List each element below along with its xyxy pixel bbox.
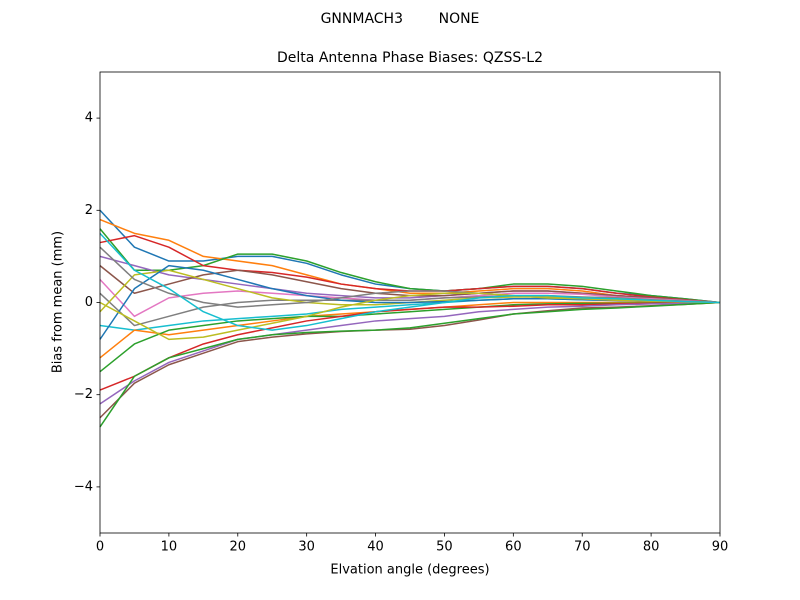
x-tick-label: 40 [367, 540, 384, 555]
y-tick-label: 0 [85, 295, 93, 310]
plot-area [99, 209, 721, 428]
series-line [99, 232, 721, 331]
x-tick-label: 20 [230, 540, 247, 555]
chart-title: GNNMACH3 NONE [321, 11, 480, 27]
chart-subtitle: Delta Antenna Phase Biases: QZSS-L2 [277, 50, 543, 66]
y-axis-label: Bias from mean (mm) [51, 231, 66, 373]
series-line [99, 292, 721, 327]
x-tick-label: 90 [712, 540, 729, 555]
y-tick-label: 4 [85, 111, 93, 126]
x-tick-label: 60 [505, 540, 522, 555]
series-line [99, 301, 721, 405]
series-line [99, 301, 721, 419]
y-tick-label: −2 [74, 387, 93, 402]
x-tick-label: 80 [643, 540, 660, 555]
x-tick-label: 10 [161, 540, 178, 555]
y-tick-label: −4 [74, 479, 93, 494]
x-tick-label: 0 [96, 540, 104, 555]
x-tick-label: 30 [298, 540, 315, 555]
series-line [99, 301, 721, 428]
series-line [99, 292, 721, 341]
y-tick-label: 2 [85, 203, 93, 218]
series-line [99, 301, 721, 391]
x-tick-label: 50 [436, 540, 453, 555]
x-axis-label: Elvation angle (degrees) [330, 563, 489, 578]
x-tick-label: 70 [574, 540, 591, 555]
